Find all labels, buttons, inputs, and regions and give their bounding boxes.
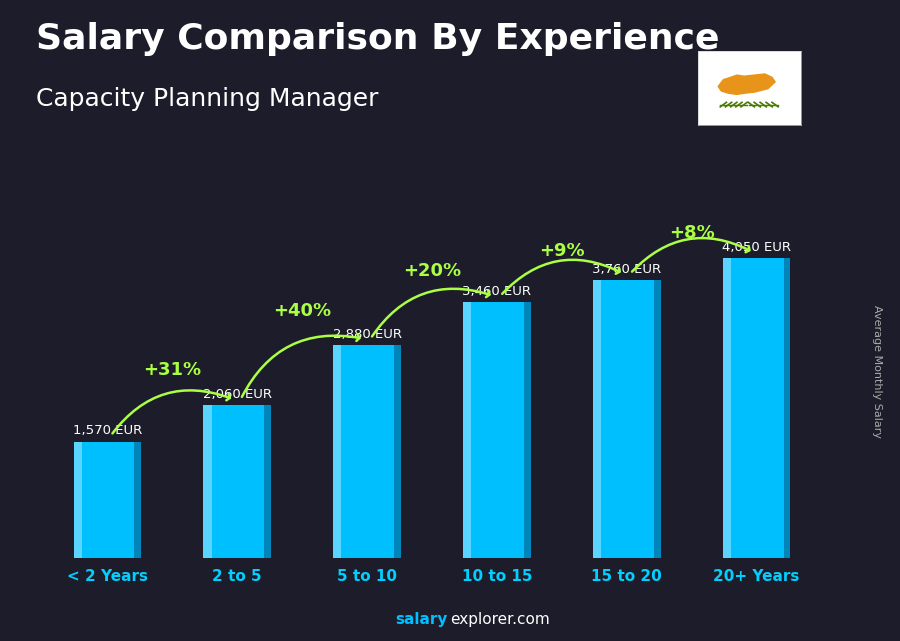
Bar (74, 442, 82, 558)
Bar (265, 405, 271, 558)
Bar (394, 345, 400, 558)
Text: 2,880 EUR: 2,880 EUR (333, 328, 401, 340)
Text: +40%: +40% (273, 303, 331, 320)
Text: 3,460 EUR: 3,460 EUR (463, 285, 531, 297)
Bar (653, 279, 661, 558)
Text: Salary Comparison By Experience: Salary Comparison By Experience (36, 22, 719, 56)
Bar (723, 258, 731, 558)
Text: +8%: +8% (669, 224, 715, 242)
Text: 4,050 EUR: 4,050 EUR (722, 241, 791, 254)
Text: +31%: +31% (143, 361, 202, 379)
Bar (464, 302, 472, 558)
Polygon shape (718, 74, 775, 94)
Bar (203, 405, 212, 558)
Text: 3,760 EUR: 3,760 EUR (592, 263, 662, 276)
Bar (203, 405, 271, 558)
Bar (723, 258, 790, 558)
Text: explorer.com: explorer.com (450, 612, 550, 627)
Bar (333, 345, 400, 558)
Text: salary: salary (395, 612, 447, 627)
Bar (134, 442, 141, 558)
Text: Average Monthly Salary: Average Monthly Salary (872, 305, 883, 438)
Text: 1,570 EUR: 1,570 EUR (73, 424, 142, 437)
Bar (784, 258, 790, 558)
Bar (464, 302, 531, 558)
Bar (593, 279, 661, 558)
Bar (333, 345, 341, 558)
Text: Capacity Planning Manager: Capacity Planning Manager (36, 87, 379, 110)
Text: +20%: +20% (403, 262, 461, 279)
Text: 2,060 EUR: 2,060 EUR (202, 388, 272, 401)
Text: +9%: +9% (539, 242, 585, 260)
Bar (74, 442, 141, 558)
Bar (593, 279, 601, 558)
Bar (524, 302, 531, 558)
